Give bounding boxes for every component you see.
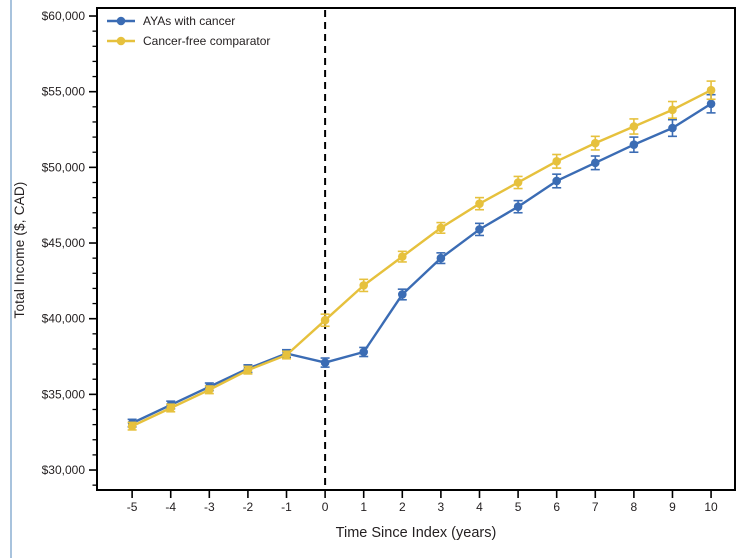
data-point xyxy=(513,178,523,187)
data-point xyxy=(668,123,677,133)
y-tick-label: $60,000 xyxy=(42,9,86,23)
data-point xyxy=(127,421,137,431)
legend-item-aya-with-cancer: AYAs with cancer xyxy=(106,11,270,31)
data-point xyxy=(359,347,369,357)
data-point xyxy=(243,365,253,375)
x-tick-label: 3 xyxy=(438,500,445,514)
data-point xyxy=(436,223,446,233)
x-tick-label: -2 xyxy=(243,500,254,514)
data-point xyxy=(205,385,214,395)
x-tick-label: -1 xyxy=(281,500,292,514)
data-point xyxy=(668,105,677,115)
y-tick-label: $40,000 xyxy=(42,312,86,326)
data-point xyxy=(320,315,330,325)
x-axis-title: Time Since Index (years) xyxy=(335,525,497,541)
legend-label-aya: AYAs with cancer xyxy=(143,14,236,28)
y-tick-label: $30,000 xyxy=(42,463,86,477)
x-tick-label: 5 xyxy=(515,500,522,514)
legend-line-dot-icon xyxy=(107,16,135,26)
data-point xyxy=(320,358,330,367)
data-point xyxy=(436,253,446,263)
data-point xyxy=(552,157,561,166)
x-tick-label: -3 xyxy=(204,500,215,514)
data-point xyxy=(513,202,523,212)
data-point xyxy=(629,122,639,131)
series-line xyxy=(131,102,712,425)
data-point xyxy=(590,158,600,168)
legend-line-dot-icon xyxy=(107,36,135,46)
x-tick-label: 9 xyxy=(669,500,676,514)
x-tick-label: -5 xyxy=(127,500,138,514)
data-point xyxy=(397,252,407,261)
data-point xyxy=(282,350,291,360)
data-point xyxy=(552,176,561,186)
left-accent-border xyxy=(10,0,12,558)
x-tick-label: 7 xyxy=(592,500,599,514)
plot-frame xyxy=(96,7,736,491)
x-tick-label: -4 xyxy=(165,500,176,514)
legend-item-cancer-free-comparator: Cancer-free comparator xyxy=(106,31,270,51)
x-tick-label: 0 xyxy=(322,500,329,514)
series-cancer-free-comparator xyxy=(127,80,716,431)
y-tick-label: $45,000 xyxy=(42,236,86,250)
series-ayas-with-cancer xyxy=(127,93,716,428)
data-point xyxy=(359,281,369,290)
x-tick-label: 10 xyxy=(704,500,718,514)
y-tick-label: $50,000 xyxy=(42,160,86,174)
data-point xyxy=(706,99,716,109)
legend-label-comparator: Cancer-free comparator xyxy=(143,34,271,48)
data-point xyxy=(706,85,716,95)
data-point xyxy=(475,225,484,234)
data-point xyxy=(629,140,639,149)
data-point xyxy=(397,290,407,299)
legend: AYAs with cancer Cancer-free comparator xyxy=(106,11,270,51)
y-axis-title: Total Income ($, CAD) xyxy=(12,181,27,319)
x-tick-label: 6 xyxy=(553,500,560,514)
data-point xyxy=(166,403,176,413)
series-line xyxy=(131,89,712,428)
data-point xyxy=(590,138,600,148)
y-tick-label: $55,000 xyxy=(42,85,86,99)
x-tick-label: 8 xyxy=(631,500,638,514)
y-tick-label: $35,000 xyxy=(42,387,86,401)
data-point xyxy=(475,199,484,208)
x-tick-label: 4 xyxy=(476,500,483,514)
x-tick-label: 2 xyxy=(399,500,406,514)
x-tick-label: 1 xyxy=(360,500,367,514)
